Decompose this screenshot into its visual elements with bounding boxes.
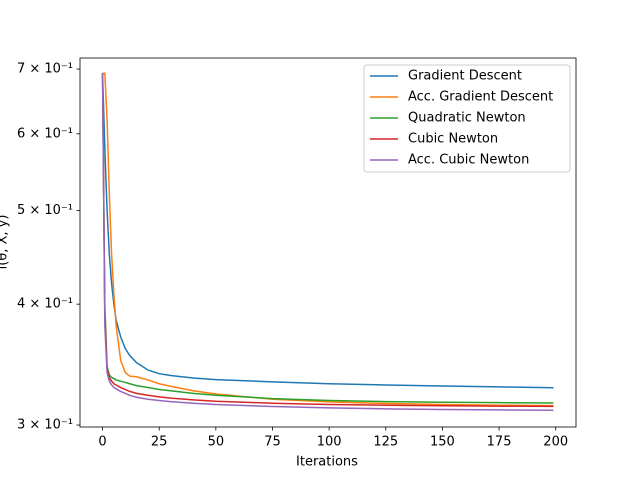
axes-frame <box>79 57 577 428</box>
x-axis-label: Iterations <box>296 455 358 470</box>
legend-label: Cubic Newton <box>408 132 498 147</box>
line-series <box>102 72 554 407</box>
legend-label: Gradient Descent <box>408 69 522 84</box>
x-tick-label: 150 <box>430 435 455 450</box>
y-tick-label: 7 × 10⁻¹ <box>17 62 73 77</box>
x-tick-label: 0 <box>98 435 106 450</box>
line-series <box>101 73 554 404</box>
y-tick-label: 4 × 10⁻¹ <box>17 297 73 312</box>
x-tick-label: 175 <box>487 435 512 450</box>
legend-label: Quadratic Newton <box>408 111 526 126</box>
x-tick-label: 125 <box>373 435 398 450</box>
line-series <box>101 73 554 389</box>
x-tick-label: 100 <box>317 435 342 450</box>
legend-box <box>363 64 571 173</box>
x-tick-label: 75 <box>264 435 281 450</box>
x-tick-label: 50 <box>208 435 225 450</box>
line-series <box>101 73 554 408</box>
x-tick-label: 200 <box>543 435 568 450</box>
x-tick-label: 25 <box>151 435 168 450</box>
y-tick-label: 5 × 10⁻¹ <box>17 203 73 218</box>
legend-label: Acc. Gradient Descent <box>408 90 553 105</box>
y-axis-label: l(θ, X, y) <box>0 215 11 270</box>
y-tick-label: 3 × 10⁻¹ <box>17 418 73 433</box>
legend-label: Acc. Cubic Newton <box>408 153 529 168</box>
y-tick-label: 6 × 10⁻¹ <box>17 126 73 141</box>
line-series <box>101 73 554 412</box>
